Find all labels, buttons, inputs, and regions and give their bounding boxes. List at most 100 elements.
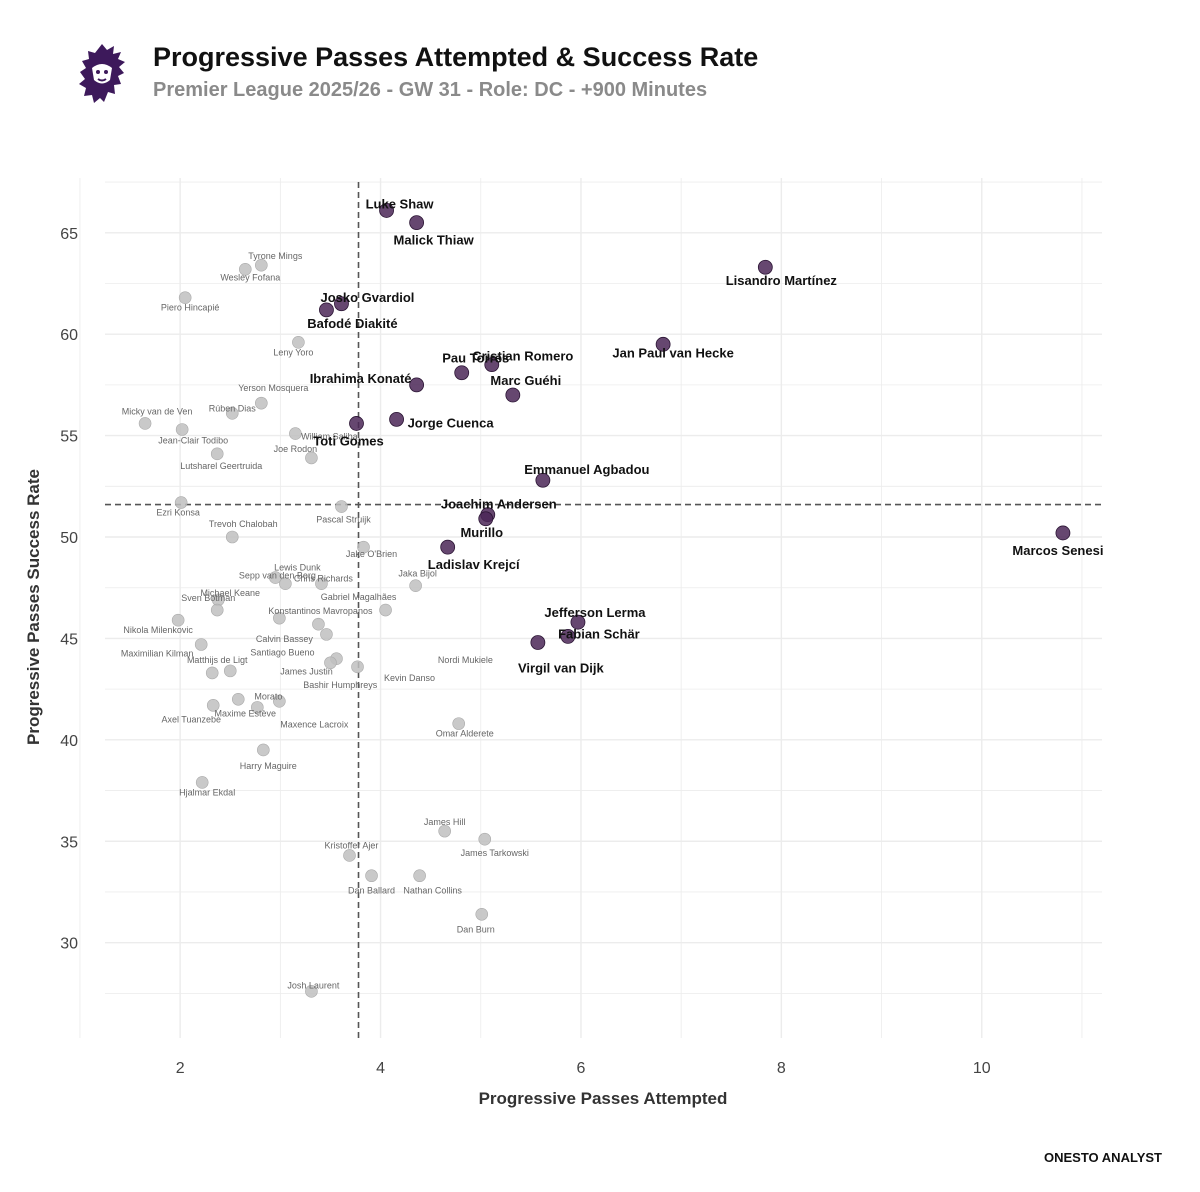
point-label-other: Morato xyxy=(254,691,282,701)
point-label-other: Kevin Danso xyxy=(384,673,435,683)
scatter-point-other xyxy=(206,699,220,712)
point-label-other: Michael Keane xyxy=(200,588,260,598)
scatter-point-highlighted xyxy=(409,215,425,231)
scatter-point-other xyxy=(324,656,337,670)
scatter-point-other xyxy=(343,849,356,862)
point-label-highlighted: Pau Torres xyxy=(442,351,509,366)
point-label-other: Chris Richards xyxy=(294,574,354,584)
x-tick-label: 2 xyxy=(176,1060,185,1077)
scatter-point-other xyxy=(174,496,188,509)
scatter-point-other xyxy=(238,262,252,276)
scatter-point-other xyxy=(292,335,305,349)
point-label-other: Maxence Lacroix xyxy=(280,719,349,729)
point-label-other: Piero Hincapié xyxy=(161,303,220,313)
point-label-other: Hjalmar Ekdal xyxy=(179,787,235,797)
point-label-other: Jake O'Brien xyxy=(346,549,397,559)
point-label-other: Lutsharel Geertruida xyxy=(180,461,262,471)
scatter-point-other xyxy=(255,258,268,272)
point-label-highlighted: Ladislav Krejcí xyxy=(428,557,520,572)
point-label-other: Jaka Bijol xyxy=(398,569,437,579)
scatter-point-other xyxy=(175,423,189,436)
point-label-other: James Hill xyxy=(424,817,466,827)
point-label-other: Matthijs de Ligt xyxy=(187,655,248,665)
x-axis-label: Progressive Passes Attempted xyxy=(479,1089,728,1108)
scatter-point-highlighted xyxy=(535,472,551,488)
scatter-point-highlighted xyxy=(1055,525,1071,541)
point-label-highlighted: Ibrahima Konaté xyxy=(310,371,412,386)
scatter-point-other xyxy=(438,824,451,838)
scatter-point-other xyxy=(475,907,489,921)
point-label-other: Bashir Humphreys xyxy=(303,680,378,690)
point-label-other: Axel Tuanzebe xyxy=(161,714,221,724)
point-label-highlighted: Joachim Andersen xyxy=(441,497,557,512)
y-tick-label: 55 xyxy=(60,429,78,446)
point-label-other: Leny Yoro xyxy=(273,347,313,357)
scatter-point-other xyxy=(365,869,378,883)
scatter-point-other xyxy=(279,577,292,590)
point-label-other: Lewis Dunk xyxy=(274,563,321,573)
scatter-point-other xyxy=(478,832,492,846)
scatter-point-other xyxy=(273,695,286,708)
scatter-point-highlighted xyxy=(757,259,773,275)
point-label-highlighted: Jan Paul van Hecke xyxy=(612,345,733,360)
point-label-other: Santiago Bueno xyxy=(250,647,314,657)
point-label-other: Calvin Bassey xyxy=(256,634,314,644)
point-label-highlighted: Bafodé Diakité xyxy=(307,316,397,331)
scatter-point-highlighted xyxy=(440,539,456,555)
scatter-point-other xyxy=(225,406,239,420)
scatter-point-other xyxy=(178,291,192,304)
point-label-highlighted: Marc Guéhi xyxy=(490,373,561,388)
chart-header: Progressive Passes Attempted & Success R… xyxy=(0,0,1200,130)
scatter-point-other xyxy=(257,743,270,757)
point-label-highlighted: Virgil van Dijk xyxy=(518,660,605,675)
point-label-other: Harry Maguire xyxy=(240,761,297,771)
chart-subtitle: Premier League 2025/26 - GW 31 - Role: D… xyxy=(153,79,708,101)
point-label-other: Dan Ballard xyxy=(348,886,395,896)
point-label-highlighted: Emmanuel Agbadou xyxy=(524,462,649,477)
scatter-point-highlighted xyxy=(655,336,671,352)
point-label-other: Nordi Mukiele xyxy=(438,655,493,665)
y-axis-label: Progressive Passes Success Rate xyxy=(24,469,43,745)
point-label-other: James Justin xyxy=(280,667,333,677)
axis-ticks: 2 4 6 8 10 30 35 40 45 50 55 60 65 xyxy=(60,226,991,1077)
scatter-point-highlighted xyxy=(409,377,425,393)
point-label-highlighted: Jorge Cuenca xyxy=(408,415,495,430)
credit-text: ONESTO ANALYST xyxy=(1044,1150,1162,1165)
other-points xyxy=(138,258,492,998)
premier-league-lion-logo xyxy=(79,44,125,103)
scatter-point-other xyxy=(335,500,348,513)
point-label-other: Sven Botman xyxy=(181,593,235,603)
point-label-other: Wesley Fofana xyxy=(220,272,280,282)
scatter-point-other xyxy=(195,776,209,789)
point-label-other: Josh Laurent xyxy=(287,980,340,990)
scatter-point-other xyxy=(305,985,318,998)
scatter-point-highlighted xyxy=(319,302,334,318)
y-tick-label: 35 xyxy=(60,834,78,851)
point-label-highlighted: Jefferson Lerma xyxy=(544,605,646,620)
scatter-point-other xyxy=(194,638,208,651)
point-label-other: Tyrone Mings xyxy=(248,251,303,261)
point-label-other: Nathan Collins xyxy=(403,886,462,896)
point-label-other: Jean-Clair Todibo xyxy=(158,436,228,446)
scatter-point-highlighted xyxy=(454,365,470,381)
scatter-point-other xyxy=(205,666,219,680)
reference-lines xyxy=(105,182,1102,1038)
other-labels: Tyrone Mings Wesley Fofana Piero Hincapié L… xyxy=(121,251,529,990)
scatter-point-highlighted xyxy=(570,614,586,630)
scatter-point-other xyxy=(409,579,422,592)
scatter-point-highlighted xyxy=(478,511,494,527)
point-label-highlighted: Malick Thiaw xyxy=(394,233,475,248)
point-label-other: Maximilian Kilman xyxy=(121,649,194,659)
point-label-other: Maxime Estève xyxy=(215,708,277,718)
scatter-point-other xyxy=(315,577,328,590)
point-label-highlighted: Luke Shaw xyxy=(366,196,435,211)
scatter-point-highlighted xyxy=(560,628,576,644)
scatter-point-highlighted xyxy=(389,411,404,427)
point-label-other: Yerson Mosquera xyxy=(238,383,308,393)
scatter-point-highlighted xyxy=(349,416,364,431)
scatter-point-highlighted xyxy=(484,357,500,373)
y-tick-label: 45 xyxy=(60,631,78,648)
point-label-highlighted: Josko Gvardiol xyxy=(321,290,415,305)
point-label-other: Dan Burn xyxy=(457,924,495,934)
y-tick-label: 50 xyxy=(60,530,78,547)
